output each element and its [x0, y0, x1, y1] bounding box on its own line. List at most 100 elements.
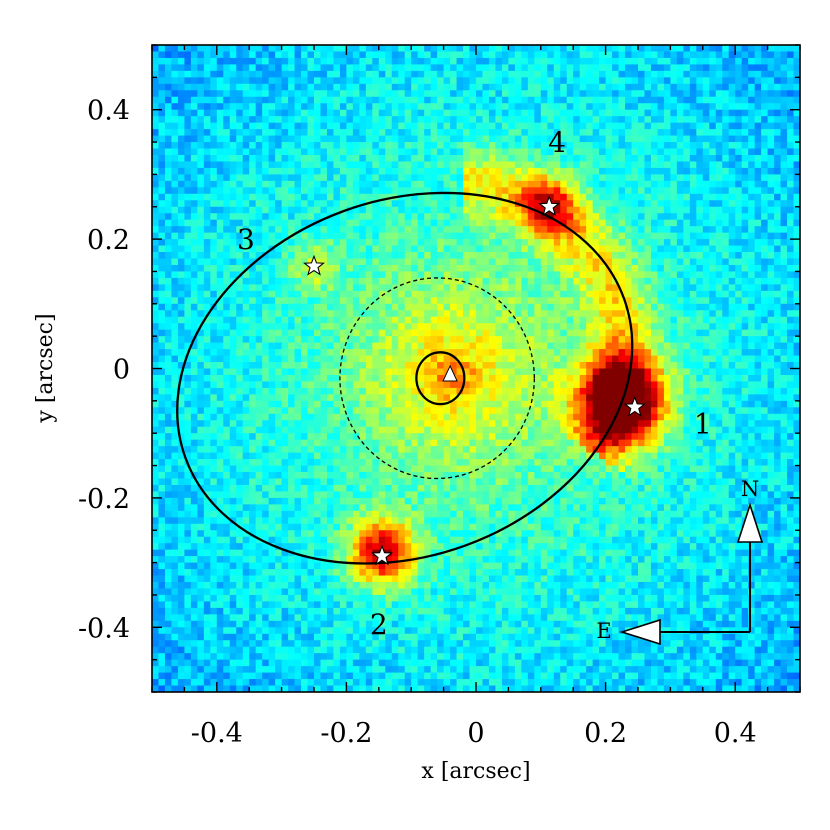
heatmap-cell [612, 264, 620, 273]
heatmap-cell [722, 284, 730, 292]
heatmap-cell [761, 135, 769, 143]
heatmap-cell [702, 290, 710, 298]
heatmap-cell [391, 148, 399, 156]
heatmap-cell [456, 154, 464, 163]
heatmap-cell [534, 161, 542, 169]
heatmap-cell [190, 122, 198, 130]
heatmap-cell [430, 219, 438, 227]
heatmap-cell [605, 219, 613, 227]
heatmap-cell [372, 349, 380, 357]
heatmap-cell [346, 323, 354, 331]
heatmap-cell [314, 323, 322, 331]
heatmap-cell [216, 103, 224, 111]
heatmap-cell [352, 271, 360, 279]
heatmap-cell [314, 109, 322, 117]
heatmap-cell [333, 129, 341, 137]
heatmap-cell [437, 252, 445, 260]
heatmap-cell [359, 264, 367, 273]
heatmap-cell [326, 45, 335, 53]
heatmap-cell [255, 303, 263, 311]
heatmap-cell [424, 355, 432, 363]
heatmap-cell [553, 45, 561, 53]
heatmap-cell [508, 57, 516, 66]
heatmap-cell [223, 213, 231, 221]
heatmap-cell [190, 200, 198, 208]
heatmap-cell [469, 64, 477, 72]
heatmap-cell [748, 167, 756, 175]
heatmap-cell [197, 297, 205, 305]
heatmap-cell [787, 200, 795, 208]
heatmap-cell [339, 349, 347, 357]
heatmap-cell [501, 142, 509, 150]
heatmap-cell [560, 129, 568, 137]
heatmap-cell [197, 70, 205, 78]
heatmap-cell [339, 303, 347, 311]
heatmap-cell [424, 83, 432, 91]
heatmap-cell [482, 258, 490, 266]
heatmap-cell [164, 213, 173, 221]
heatmap-cell [735, 232, 743, 240]
heatmap-cell [728, 297, 736, 305]
heatmap-cell [385, 355, 393, 363]
heatmap-cell [411, 277, 419, 285]
heatmap-cell [767, 193, 775, 201]
heatmap-cell [463, 45, 471, 53]
heatmap-cell [663, 355, 671, 363]
heatmap-cell [463, 252, 471, 260]
heatmap-cell [793, 142, 800, 150]
heatmap-cell [346, 116, 354, 124]
heatmap-cell [262, 355, 270, 363]
heatmap-cell [715, 213, 723, 221]
heatmap-cell [495, 96, 503, 104]
heatmap-cell [307, 239, 315, 247]
heatmap-cell [735, 103, 743, 111]
heatmap-cell [560, 297, 568, 305]
heatmap-cell [216, 200, 224, 208]
heatmap-cell [508, 77, 516, 85]
heatmap-cell [514, 174, 522, 182]
heatmap-cell [352, 200, 360, 208]
heatmap-cell [255, 96, 263, 104]
heatmap-cell [715, 329, 723, 337]
heatmap-cell [294, 57, 302, 66]
heatmap-cell [320, 316, 328, 324]
heatmap-cell [242, 51, 250, 59]
heatmap-cell [320, 290, 328, 298]
heatmap-cell [424, 96, 432, 104]
heatmap-cell [612, 239, 620, 247]
heatmap-cell [307, 161, 315, 169]
heatmap-cell [203, 70, 211, 78]
heatmap-cell [275, 109, 283, 117]
heatmap-cell [618, 116, 626, 124]
heatmap-cell [359, 135, 367, 143]
heatmap-cell [702, 142, 710, 150]
heatmap-cell [618, 277, 626, 285]
heatmap-cell [605, 349, 613, 357]
heatmap-cell [566, 161, 574, 169]
heatmap-cell [631, 349, 639, 357]
heatmap-cell [463, 51, 471, 59]
heatmap-cell [339, 316, 347, 324]
heatmap-cell [320, 219, 328, 227]
heatmap-cell [456, 193, 464, 201]
heatmap-cell [592, 290, 600, 298]
heatmap-cell [709, 239, 717, 247]
heatmap-cell [553, 180, 561, 188]
heatmap-cell [501, 77, 509, 85]
heatmap-cell [456, 180, 464, 188]
heatmap-cell [644, 252, 652, 260]
heatmap-cell [631, 226, 639, 234]
heatmap-cell [683, 226, 691, 234]
heatmap-cell [450, 135, 458, 143]
heatmap-cell [385, 245, 393, 253]
heatmap-cell [488, 239, 497, 247]
heatmap-cell [339, 342, 347, 350]
heatmap-cell [275, 64, 283, 72]
heatmap-cell [152, 90, 160, 98]
heatmap-cell [398, 206, 406, 214]
heatmap-cell [670, 232, 678, 240]
heatmap-cell [787, 51, 795, 59]
heatmap-cell [735, 129, 743, 137]
heatmap-cell [359, 154, 367, 163]
heatmap-cell [566, 116, 574, 124]
